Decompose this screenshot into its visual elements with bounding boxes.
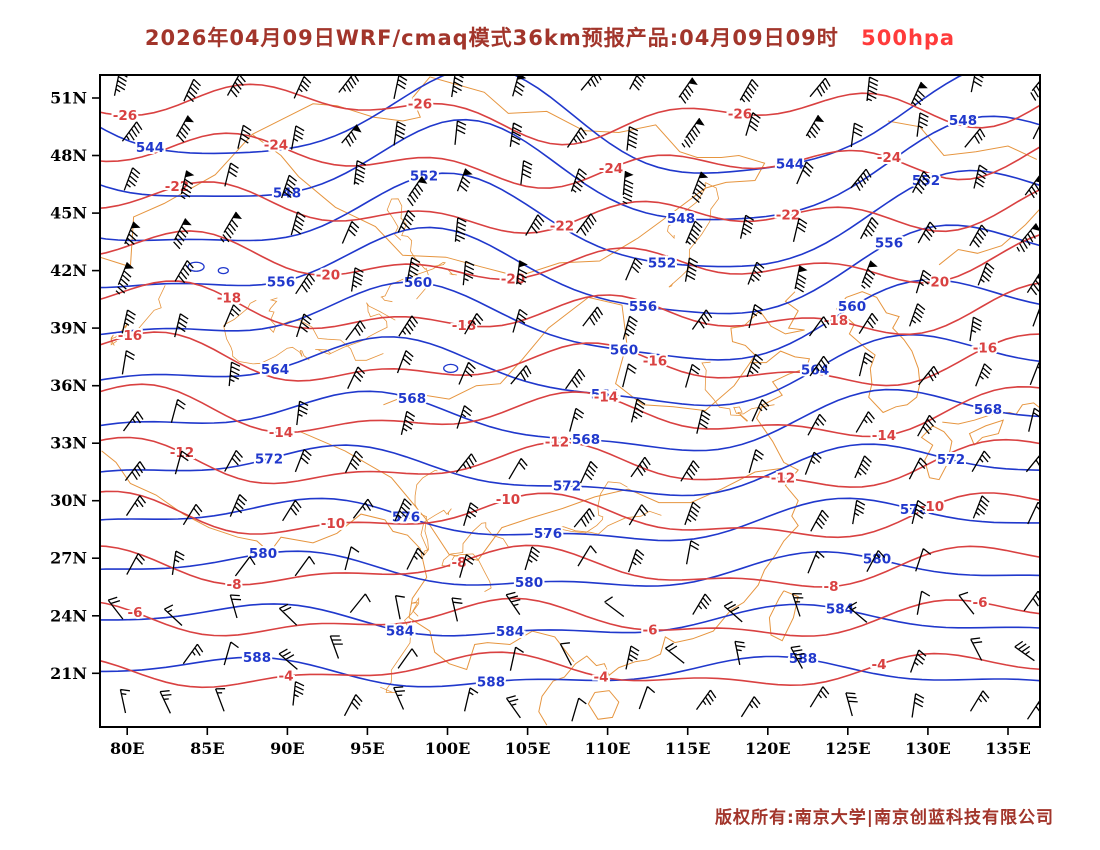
svg-text:564: 564 bbox=[591, 387, 619, 403]
svg-text:-4: -4 bbox=[279, 669, 294, 685]
svg-text:42N: 42N bbox=[50, 261, 87, 280]
svg-text:-26: -26 bbox=[113, 108, 137, 124]
svg-text:556: 556 bbox=[267, 274, 295, 290]
svg-text:24N: 24N bbox=[50, 606, 87, 625]
svg-text:564: 564 bbox=[261, 362, 289, 378]
svg-text:21N: 21N bbox=[50, 664, 87, 683]
svg-text:-18: -18 bbox=[217, 291, 241, 307]
svg-text:125E: 125E bbox=[825, 739, 871, 758]
svg-text:-18: -18 bbox=[824, 313, 848, 329]
svg-text:548: 548 bbox=[949, 113, 977, 129]
svg-text:-12: -12 bbox=[170, 445, 194, 461]
svg-text:80E: 80E bbox=[110, 739, 144, 758]
svg-text:-14: -14 bbox=[269, 425, 293, 441]
svg-text:-26: -26 bbox=[408, 97, 432, 113]
svg-text:-24: -24 bbox=[599, 161, 623, 177]
svg-text:-6: -6 bbox=[973, 595, 988, 611]
svg-text:556: 556 bbox=[875, 236, 903, 252]
svg-text:36N: 36N bbox=[50, 376, 87, 395]
svg-text:-20: -20 bbox=[316, 268, 340, 284]
svg-text:-4: -4 bbox=[594, 669, 609, 685]
svg-text:-6: -6 bbox=[643, 623, 658, 639]
svg-text:580: 580 bbox=[515, 575, 543, 591]
svg-text:-22: -22 bbox=[776, 208, 800, 224]
svg-text:-16: -16 bbox=[118, 328, 142, 344]
svg-text:-8: -8 bbox=[824, 579, 839, 595]
svg-text:-10: -10 bbox=[920, 499, 944, 515]
svg-text:105E: 105E bbox=[505, 739, 551, 758]
svg-text:584: 584 bbox=[826, 601, 854, 617]
copyright-text: 版权所有:南京大学|南京创蓝科技有限公司 bbox=[714, 808, 1054, 828]
svg-text:-18: -18 bbox=[452, 318, 476, 334]
svg-text:568: 568 bbox=[974, 402, 1002, 418]
svg-text:130E: 130E bbox=[905, 739, 951, 758]
svg-text:-12: -12 bbox=[771, 471, 795, 487]
svg-text:-22: -22 bbox=[550, 219, 574, 235]
svg-text:548: 548 bbox=[667, 211, 695, 227]
svg-text:48N: 48N bbox=[50, 146, 87, 165]
svg-text:552: 552 bbox=[410, 169, 438, 185]
svg-text:584: 584 bbox=[496, 624, 524, 640]
svg-text:572: 572 bbox=[937, 452, 965, 468]
svg-text:552: 552 bbox=[648, 255, 676, 271]
svg-text:120E: 120E bbox=[745, 739, 791, 758]
svg-text:27N: 27N bbox=[50, 549, 87, 568]
svg-text:33N: 33N bbox=[50, 434, 87, 453]
pressure-level-label: 500hpa bbox=[861, 26, 956, 50]
svg-text:-14: -14 bbox=[594, 390, 618, 406]
svg-text:-16: -16 bbox=[643, 354, 667, 370]
svg-text:564: 564 bbox=[801, 362, 829, 378]
svg-text:100E: 100E bbox=[425, 739, 471, 758]
svg-text:568: 568 bbox=[398, 391, 426, 407]
svg-text:115E: 115E bbox=[665, 739, 711, 758]
svg-text:560: 560 bbox=[838, 299, 866, 315]
svg-text:-14: -14 bbox=[872, 428, 896, 444]
svg-text:-12: -12 bbox=[545, 435, 569, 451]
svg-text:576: 576 bbox=[900, 502, 928, 518]
svg-text:-8: -8 bbox=[227, 577, 242, 593]
svg-text:-4: -4 bbox=[872, 657, 887, 673]
svg-text:584: 584 bbox=[386, 623, 414, 639]
svg-text:-10: -10 bbox=[496, 492, 520, 508]
svg-text:580: 580 bbox=[863, 552, 891, 568]
svg-text:51N: 51N bbox=[50, 89, 87, 108]
chart-title-text: 2026年04月09日WRF/cmaq模式36km预报产品:04月09日09时 bbox=[144, 26, 839, 50]
svg-text:39N: 39N bbox=[50, 319, 87, 338]
svg-text:572: 572 bbox=[255, 451, 283, 467]
svg-text:45N: 45N bbox=[50, 204, 87, 223]
svg-text:588: 588 bbox=[477, 674, 505, 690]
svg-text:576: 576 bbox=[534, 526, 562, 542]
svg-text:588: 588 bbox=[243, 650, 271, 666]
svg-text:544: 544 bbox=[776, 157, 804, 173]
svg-text:572: 572 bbox=[553, 479, 581, 495]
svg-text:544: 544 bbox=[136, 140, 164, 156]
svg-text:-6: -6 bbox=[128, 605, 143, 621]
chart-title: 2026年04月09日WRF/cmaq模式36km预报产品:04月09日09时 … bbox=[0, 22, 1100, 52]
svg-text:85E: 85E bbox=[190, 739, 224, 758]
svg-text:580: 580 bbox=[249, 546, 277, 562]
svg-text:30N: 30N bbox=[50, 491, 87, 510]
svg-text:-24: -24 bbox=[877, 150, 901, 166]
svg-text:-26: -26 bbox=[728, 107, 752, 123]
svg-text:110E: 110E bbox=[585, 739, 631, 758]
svg-text:90E: 90E bbox=[270, 739, 304, 758]
svg-text:568: 568 bbox=[572, 432, 600, 448]
svg-text:560: 560 bbox=[404, 275, 432, 291]
svg-text:95E: 95E bbox=[350, 739, 384, 758]
svg-text:556: 556 bbox=[629, 299, 657, 315]
svg-text:-22: -22 bbox=[165, 179, 189, 195]
svg-text:-10: -10 bbox=[321, 516, 345, 532]
svg-text:-16: -16 bbox=[973, 340, 997, 356]
svg-text:-24: -24 bbox=[264, 137, 288, 153]
svg-text:560: 560 bbox=[610, 343, 638, 359]
svg-text:-20: -20 bbox=[925, 275, 949, 291]
svg-text:135E: 135E bbox=[985, 739, 1031, 758]
